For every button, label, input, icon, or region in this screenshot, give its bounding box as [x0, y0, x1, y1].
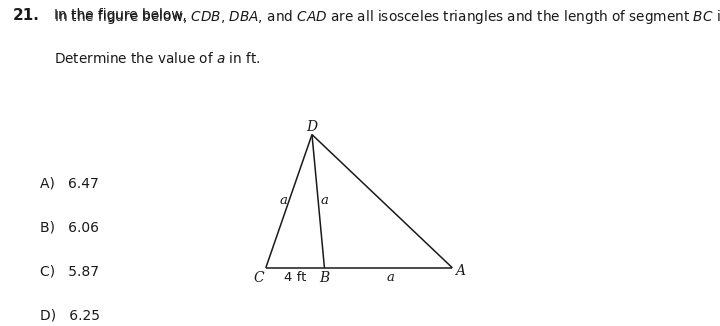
Text: a: a: [320, 194, 328, 207]
Text: In the figure below, $CDB$, $DBA$, and $CAD$ are all isosceles triangles and the: In the figure below, $CDB$, $DBA$, and $…: [54, 8, 720, 26]
Text: A)   6.47: A) 6.47: [40, 176, 99, 190]
Text: 4 ft: 4 ft: [284, 271, 306, 284]
Text: C)   5.87: C) 5.87: [40, 264, 99, 278]
Text: Determine the value of $a$ in ft.: Determine the value of $a$ in ft.: [54, 51, 261, 66]
Text: A: A: [454, 264, 464, 278]
Text: a: a: [387, 271, 394, 284]
Text: 21.: 21.: [13, 8, 40, 23]
Text: B)   6.06: B) 6.06: [40, 220, 99, 234]
Text: D)   6.25: D) 6.25: [40, 308, 99, 322]
Text: B: B: [319, 271, 330, 285]
Text: D: D: [307, 120, 318, 134]
Text: a: a: [279, 194, 287, 207]
Text: In the figure below,: In the figure below,: [54, 8, 191, 22]
Text: C: C: [253, 271, 264, 285]
